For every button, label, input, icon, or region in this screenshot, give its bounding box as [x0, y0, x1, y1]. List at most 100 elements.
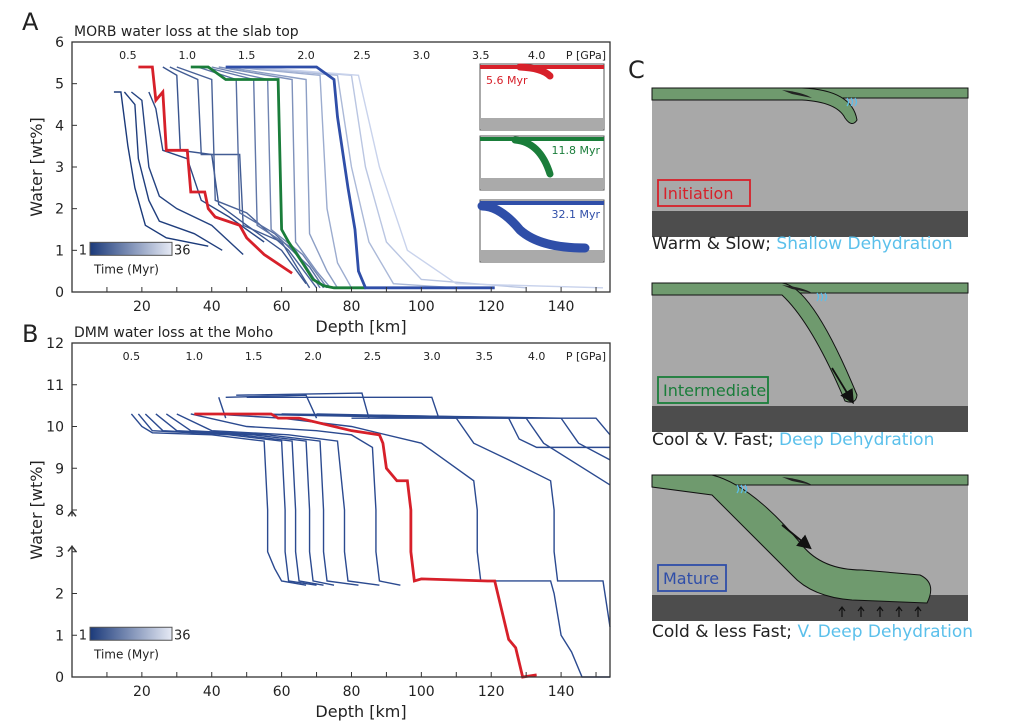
- pressure-tick-label: 3.0: [413, 49, 431, 62]
- caption-intermediate: Cool & V. Fast; Deep Dehydration: [652, 430, 934, 450]
- colorbar: [89, 626, 173, 641]
- slab: [651, 474, 932, 604]
- pressure-tick-label: 0.5: [123, 350, 141, 363]
- x-axis-label: Depth [km]: [315, 702, 406, 721]
- series-line: [130, 413, 307, 586]
- highlight-line: [225, 65, 495, 290]
- panel-c-schematics: Initiation Intermediate Mature: [651, 87, 969, 621]
- colorbar-label: Time (Myr): [93, 647, 159, 661]
- series-line: [281, 413, 611, 461]
- y-tick-label: 3: [55, 545, 64, 561]
- caption-text: Cool & V. Fast;: [652, 430, 779, 450]
- x-axis-label: Depth [km]: [315, 317, 406, 336]
- inset-label: 32.1 Myr: [551, 208, 600, 221]
- chart-a: 20 40 60 80 100 120 140 0 1 2 3 4 5 6 Depth [km] Water …: [27, 24, 611, 336]
- pressure-tick-label: 1.0: [186, 350, 204, 363]
- y-tick-label: 4: [55, 118, 64, 134]
- series-line: [211, 66, 328, 289]
- pressure-tick-label: 4.0: [528, 350, 546, 363]
- wedge: [782, 285, 812, 293]
- water-icon: [846, 97, 858, 107]
- pressure-tick-label: 1.5: [245, 350, 263, 363]
- x-tick-label: 100: [408, 299, 435, 315]
- x-tick-label: 20: [133, 684, 151, 700]
- series-line: [253, 66, 604, 289]
- pressure-tick-label: 3.5: [472, 49, 490, 62]
- y-tick-label: 6: [55, 35, 64, 51]
- dehydration-text: Shallow Dehydration: [776, 234, 953, 254]
- y-tick-label: 2: [55, 587, 64, 603]
- water-icon: [736, 484, 748, 494]
- x-tick-label: 120: [478, 684, 505, 700]
- upwelling-arrow-icon: [876, 606, 884, 617]
- upwelling-arrow-icon: [857, 606, 865, 617]
- x-tick-label: 40: [203, 299, 221, 315]
- caption-mature: Cold & less Fast; V. Deep Dehydration: [652, 622, 973, 642]
- stage-label: Intermediate: [663, 381, 766, 400]
- x-tick-label: 60: [273, 684, 291, 700]
- axis-break-mark: [67, 545, 77, 552]
- panel-label-a: A: [22, 8, 39, 36]
- inset-label: 11.8 Myr: [551, 144, 600, 157]
- dehydration-text: Deep Dehydration: [779, 430, 935, 450]
- series-line: [176, 66, 318, 289]
- x-tick-label: 140: [548, 684, 575, 700]
- axis-break-gap: [70, 516, 74, 546]
- colorbar-max: 36: [174, 243, 191, 258]
- series-line: [316, 413, 611, 486]
- series-line: [148, 91, 265, 243]
- y-tick-label: 5: [55, 77, 64, 93]
- colorbar-min: 1: [79, 243, 87, 258]
- pressure-tick-label: 1.0: [179, 49, 197, 62]
- x-tick-label: 40: [203, 684, 221, 700]
- pressure-axis-label: P [GPa]: [566, 350, 606, 363]
- upwelling-arrow-icon: [895, 606, 903, 617]
- y-tick-label: 9: [55, 461, 64, 477]
- pressure-tick-label: 2.5: [364, 350, 382, 363]
- inset-2: 11.8 Myr: [479, 135, 605, 191]
- flow-arrow-icon: [831, 367, 854, 405]
- y-tick-label: 8: [55, 503, 64, 519]
- upwelling-arrow-icon: [838, 606, 846, 617]
- colorbar-min: 1: [79, 628, 87, 643]
- y-tick-label: 12: [46, 336, 64, 352]
- series-line: [190, 413, 401, 586]
- series-line: [229, 413, 611, 628]
- x-tick-label: 80: [343, 684, 361, 700]
- x-tick-label: 60: [273, 299, 291, 315]
- inset-3: 32.1 Myr: [477, 199, 605, 263]
- axis-break-mark: [67, 510, 77, 517]
- highlight-line: [194, 412, 537, 679]
- pressure-tick-label: 2.0: [297, 49, 315, 62]
- dehydration-text: V. Deep Dehydration: [797, 622, 974, 642]
- pressure-tick-label: 1.5: [238, 49, 256, 62]
- upwelling-arrow-icon: [914, 606, 922, 617]
- stage-label-box: [657, 376, 769, 404]
- pressure-axis-label: P [GPa]: [566, 49, 606, 62]
- pressure-tick-label: 0.5: [119, 49, 137, 62]
- pressure-tick-label: 3.5: [475, 350, 493, 363]
- series-line: [165, 413, 359, 586]
- x-tick-label: 140: [548, 299, 575, 315]
- colorbar: [89, 241, 173, 256]
- x-tick-label: 20: [133, 299, 151, 315]
- series-line: [218, 66, 332, 289]
- pressure-tick-label: 4.0: [528, 49, 546, 62]
- y-tick-label: 0: [55, 670, 64, 686]
- series-line: [236, 392, 370, 419]
- chart-title: DMM water loss at the Moho: [74, 325, 273, 341]
- wedge: [782, 477, 812, 485]
- y-axis-label: Water [wt%]: [27, 460, 46, 559]
- series-line: [113, 91, 209, 247]
- chart-title: MORB water loss at the slab top: [74, 24, 299, 40]
- schematic-2: Intermediate: [651, 282, 969, 432]
- highlight-line: [138, 65, 293, 275]
- y-tick-label: 1: [55, 628, 64, 644]
- series-line: [239, 66, 457, 289]
- series-line: [123, 91, 223, 251]
- lower-mantle: [652, 211, 968, 237]
- pressure-tick-label: 2.5: [353, 49, 371, 62]
- schematic-1: Initiation: [651, 87, 969, 237]
- water-icon: [816, 292, 828, 302]
